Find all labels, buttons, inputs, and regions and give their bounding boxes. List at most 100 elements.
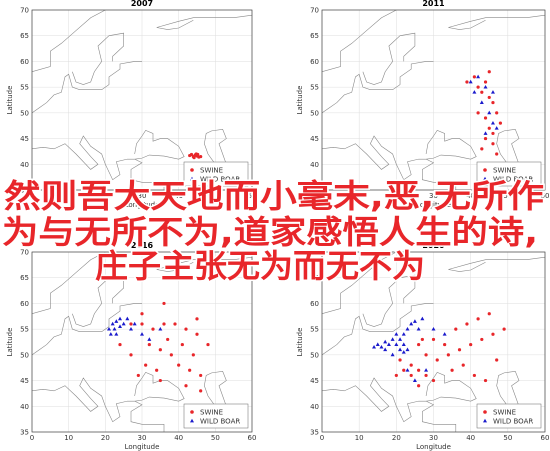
map	[32, 10, 252, 190]
swine-point	[491, 131, 495, 136]
legend-box	[476, 403, 542, 429]
swine-point	[483, 116, 488, 120]
swine-point	[443, 342, 447, 347]
y-tick-label: 60	[20, 58, 29, 66]
coastline	[425, 129, 477, 160]
wild-boar-point	[107, 326, 111, 331]
coastline	[156, 14, 252, 30]
plot-frame	[321, 251, 546, 433]
coastline	[204, 370, 231, 422]
x-tick-label: 50	[503, 192, 512, 200]
wild-boar-point	[118, 316, 122, 321]
x-tick-label: 60	[248, 192, 257, 200]
wild-boar-point	[487, 110, 492, 115]
x-axis-label: Longitude	[416, 443, 451, 451]
swine-point	[169, 353, 173, 357]
panel-title: 2020	[422, 241, 445, 250]
coastline	[322, 377, 427, 423]
swine-point	[472, 373, 476, 378]
y-axis-label: Latitude	[6, 328, 14, 357]
legend-swatch	[483, 418, 487, 423]
panel: 2016 0 10 20 30 40 50 60 35 40 45 50 55 60 65 70 Longitu…	[6, 241, 256, 451]
swine-point	[189, 152, 194, 157]
swine-point	[394, 373, 398, 378]
x-tick-label: 50	[503, 434, 512, 442]
coastline	[72, 32, 124, 85]
x-tick-label: 40	[174, 434, 183, 442]
swine-point	[450, 368, 454, 372]
y-tick-label: 50	[20, 351, 29, 359]
x-tick-label: 40	[466, 192, 475, 200]
wild-boar-point	[129, 326, 133, 331]
swine-point	[487, 126, 491, 130]
swine-point	[140, 312, 144, 316]
wild-boar-point	[398, 337, 403, 341]
y-tick-label: 40	[20, 403, 29, 411]
wild-boar-point	[375, 342, 380, 346]
swine-point	[402, 368, 406, 372]
swine-point	[487, 312, 491, 316]
y-tick-label: 35	[310, 429, 319, 437]
coastline	[72, 274, 124, 327]
y-tick-label: 40	[20, 161, 29, 169]
wild-boar-point	[476, 74, 481, 79]
map	[32, 252, 252, 432]
swine-point	[465, 322, 469, 326]
coastline	[322, 303, 434, 356]
coastline	[204, 128, 231, 180]
x-axis-label: Longitude	[416, 201, 451, 209]
wild-boar-point	[108, 332, 113, 336]
coastline	[156, 256, 252, 272]
swine-point	[487, 95, 491, 100]
legend-label: SWINE	[493, 409, 516, 417]
y-tick-label: 70	[310, 7, 319, 15]
swine-point	[417, 384, 421, 388]
panel-title: 2011	[422, 0, 445, 8]
swine-point	[184, 384, 188, 388]
y-tick-label: 45	[20, 135, 29, 143]
swine-point	[409, 373, 413, 378]
swine-point	[129, 353, 133, 357]
y-tick-label: 50	[20, 109, 29, 117]
swine-point	[480, 90, 484, 94]
x-tick-label: 20	[101, 434, 110, 442]
x-axis-label: Longitude	[125, 201, 160, 209]
swine-point	[417, 342, 421, 347]
coastline	[134, 371, 185, 402]
swine-point	[166, 337, 170, 342]
swine-point	[476, 317, 480, 321]
swine-point	[483, 378, 488, 383]
swine-point	[195, 332, 199, 336]
legend-box	[183, 403, 249, 429]
y-tick-label: 55	[310, 84, 319, 92]
y-tick-label: 50	[310, 109, 319, 117]
overlay-line: 为与无所不为,道家感悟人生的诗,	[2, 213, 538, 251]
panel: 2020 0 10 20 30 40 50 60 35 40 45 50 55 60 65 70 Longitu…	[296, 241, 549, 451]
x-tick-label: 0	[320, 192, 324, 200]
coastline	[32, 10, 106, 73]
wild-boar-point	[394, 332, 399, 336]
swine-point	[491, 332, 495, 336]
y-tick-label: 60	[310, 300, 319, 308]
y-tick-label: 45	[20, 377, 29, 385]
swine-point	[495, 358, 499, 362]
swine-point	[195, 317, 199, 321]
wild-boar-point	[383, 347, 388, 352]
legend-swatch	[190, 168, 194, 172]
x-tick-label: 40	[466, 434, 475, 442]
coastline	[322, 135, 427, 181]
legend-label: WILD BOAR	[200, 418, 240, 426]
overlay-line: 然则吾大天地而小毫末,恶,无所作	[4, 177, 544, 215]
wild-boar-point	[147, 337, 152, 341]
coastline	[32, 61, 142, 114]
legend-label: SWINE	[200, 409, 223, 417]
y-tick-label: 50	[310, 351, 319, 359]
y-tick-label: 35	[20, 187, 29, 195]
wild-boar-point	[158, 326, 163, 331]
wild-boar-point	[424, 368, 429, 372]
y-tick-label: 70	[20, 249, 29, 257]
y-tick-label: 65	[310, 274, 319, 282]
coastline	[32, 303, 142, 356]
